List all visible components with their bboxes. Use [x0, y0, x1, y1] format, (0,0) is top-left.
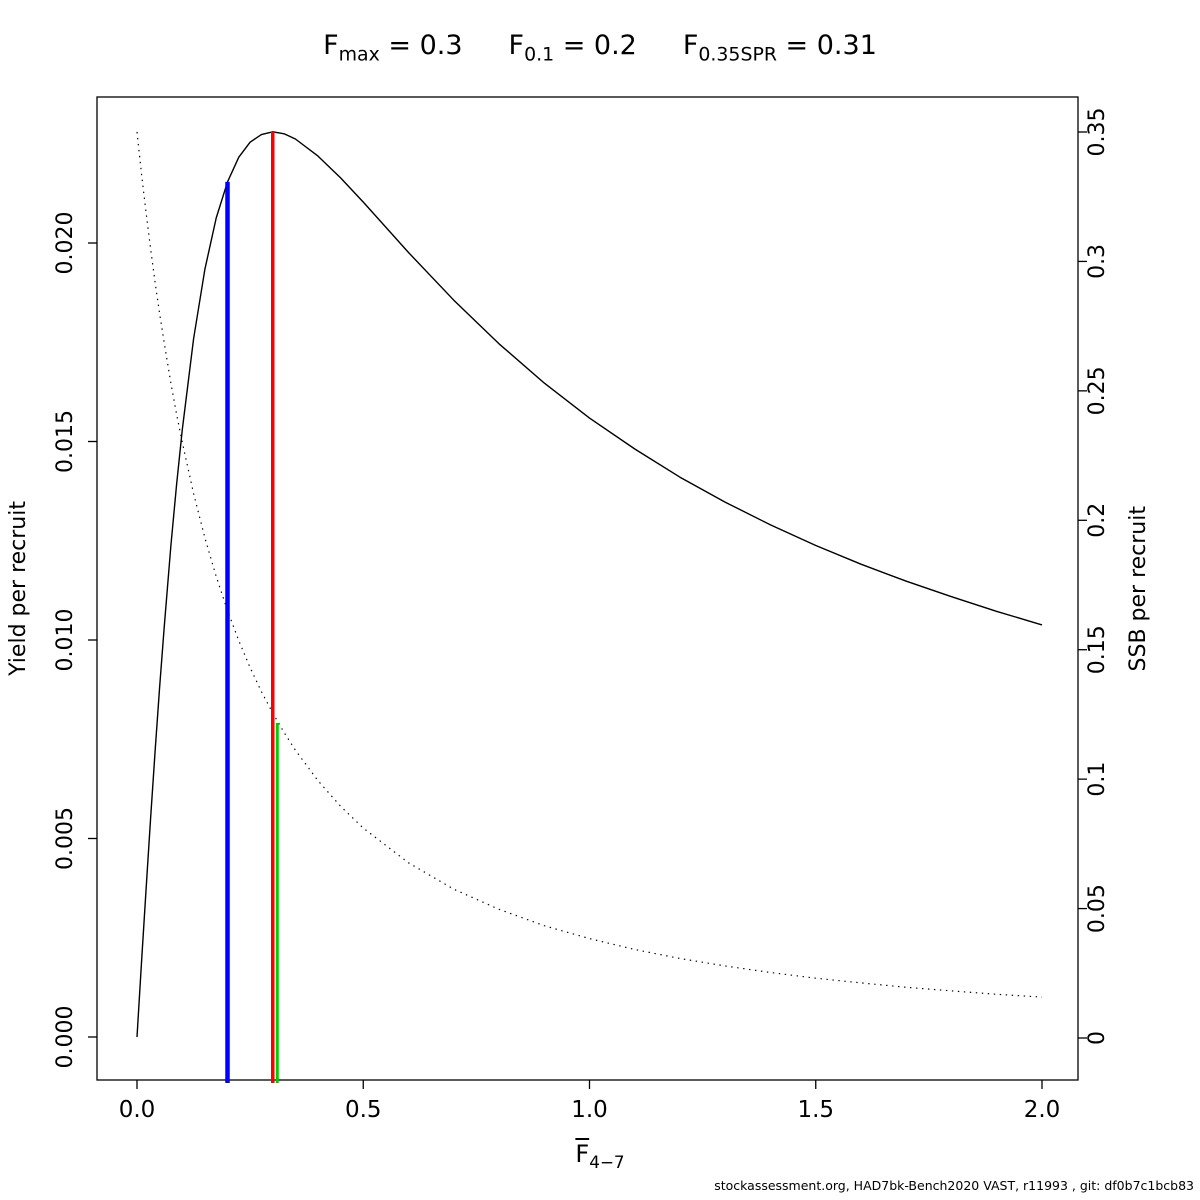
y-left-axis-label-wrap: Yield per recruit: [0, 97, 36, 1080]
y-left-tick-label: 0.000: [53, 1006, 78, 1069]
x-axis-label-base: F: [575, 1140, 590, 1168]
y-left-tick-label: 0.005: [53, 807, 78, 870]
y-right-tick-label: 0.2: [1085, 503, 1110, 538]
y-left-tick-label: 0.010: [53, 609, 78, 672]
x-axis-label: F4−7: [0, 1140, 1200, 1172]
y-right-tick-label: 0.1: [1085, 762, 1110, 797]
y-right-tick-label: 0: [1085, 1031, 1110, 1045]
y-right-tick-label: 0.05: [1085, 884, 1110, 933]
y-right-axis-label-wrap: SSB per recruit: [1120, 97, 1156, 1080]
y-right-tick-label: 0.35: [1085, 108, 1110, 157]
x-tick-label: 2.0: [1024, 1097, 1061, 1123]
x-tick-label: 1.0: [571, 1097, 608, 1123]
chart-title-fmax: Fmax = 0.3: [323, 30, 463, 66]
y-right-axis-label: SSB per recruit: [1125, 505, 1151, 672]
x-tick-label: 1.5: [797, 1097, 834, 1123]
plot-border: [96, 96, 1079, 1081]
chart-title-f035spr: F0.35SPR = 0.31: [682, 30, 877, 66]
yield-per-recruit-curve: [136, 131, 1043, 1038]
y-left-tick-label: 0.015: [53, 410, 78, 473]
y-left-tick-label: 0.020: [53, 212, 78, 275]
x-tick-label: 0.5: [345, 1097, 382, 1123]
x-tick-label: 0.0: [119, 1097, 156, 1123]
chart-title: Fmax = 0.3 F0.1 = 0.2 F0.35SPR = 0.31: [0, 30, 1200, 65]
x-axis-label-sub: 4−7: [589, 1151, 625, 1172]
footer-note: stockassessment.org, HAD7bk-Bench2020 VA…: [714, 1178, 1194, 1193]
y-right-tick-label: 0.3: [1085, 244, 1110, 279]
y-right-tick-label: 0.15: [1085, 625, 1110, 674]
y-right-tick-label: 0.25: [1085, 366, 1110, 415]
chart-title-f01: F0.1 = 0.2: [508, 30, 637, 66]
y-left-axis-label: Yield per recruit: [5, 501, 31, 676]
